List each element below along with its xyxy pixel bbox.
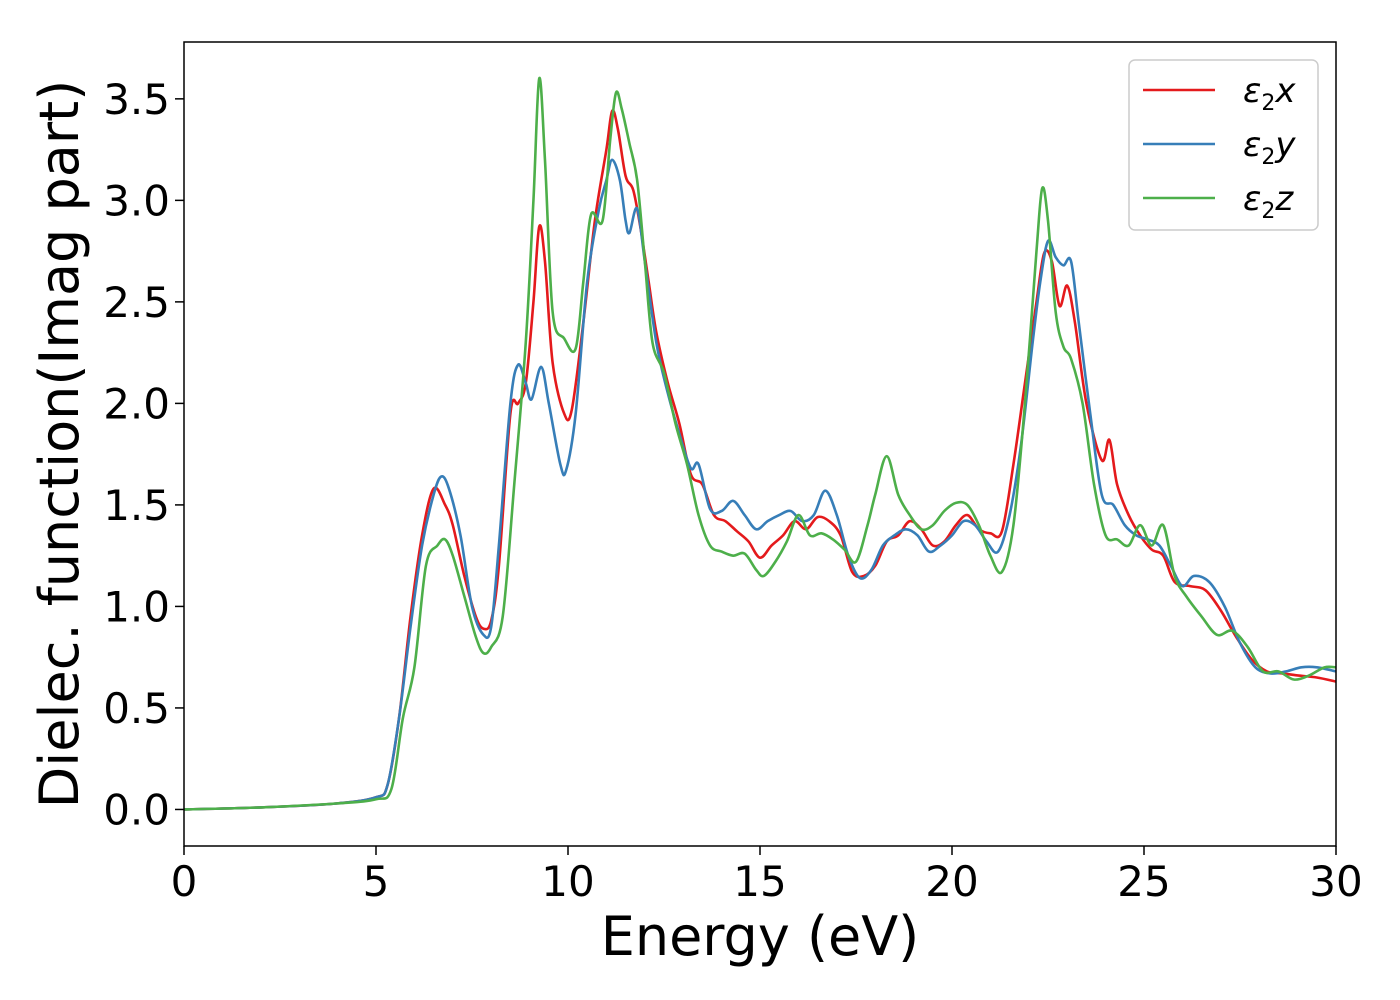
x-tick-label: 20 bbox=[925, 857, 978, 906]
x-axis-title: Energy (eV) bbox=[601, 905, 920, 968]
legend-entries: ε2x ε2y ε2z bbox=[1143, 71, 1296, 224]
y-axis-title: Dielec. function(Imag part) bbox=[28, 80, 91, 809]
y-tick-label: 3.0 bbox=[103, 176, 170, 225]
x-axis-ticks: 0 5 10 15 20 25 30 bbox=[171, 846, 1363, 906]
legend-label-z: ε2z bbox=[1243, 179, 1294, 224]
y-tick-label: 2.0 bbox=[103, 379, 170, 428]
y-tick-label: 1.5 bbox=[103, 481, 170, 530]
x-tick-label: 30 bbox=[1309, 857, 1362, 906]
legend-label-x: ε2x bbox=[1243, 71, 1296, 116]
legend-box bbox=[1128, 59, 1319, 231]
legend: ε2x ε2y ε2z bbox=[1128, 59, 1319, 231]
y-tick-label: 1.0 bbox=[103, 582, 170, 631]
legend-label-y: ε2y bbox=[1243, 125, 1296, 170]
y-axis-ticks: 0.0 0.5 1.0 1.5 2.0 2.5 3.0 3.5 bbox=[103, 75, 184, 834]
y-tick-label: 2.5 bbox=[103, 278, 170, 327]
x-tick-label: 15 bbox=[733, 857, 786, 906]
series-line-x bbox=[184, 109, 1336, 811]
x-tick-label: 5 bbox=[363, 857, 390, 906]
x-tick-label: 0 bbox=[171, 857, 198, 906]
y-tick-label: 3.5 bbox=[103, 75, 170, 124]
y-tick-label: 0.0 bbox=[103, 785, 170, 834]
series-line-z bbox=[184, 76, 1336, 811]
y-tick-label: 0.5 bbox=[103, 684, 170, 733]
x-tick-label: 25 bbox=[1117, 857, 1170, 906]
series-line-y bbox=[184, 158, 1336, 811]
series-layer bbox=[184, 76, 1336, 811]
x-tick-label: 10 bbox=[541, 857, 594, 906]
